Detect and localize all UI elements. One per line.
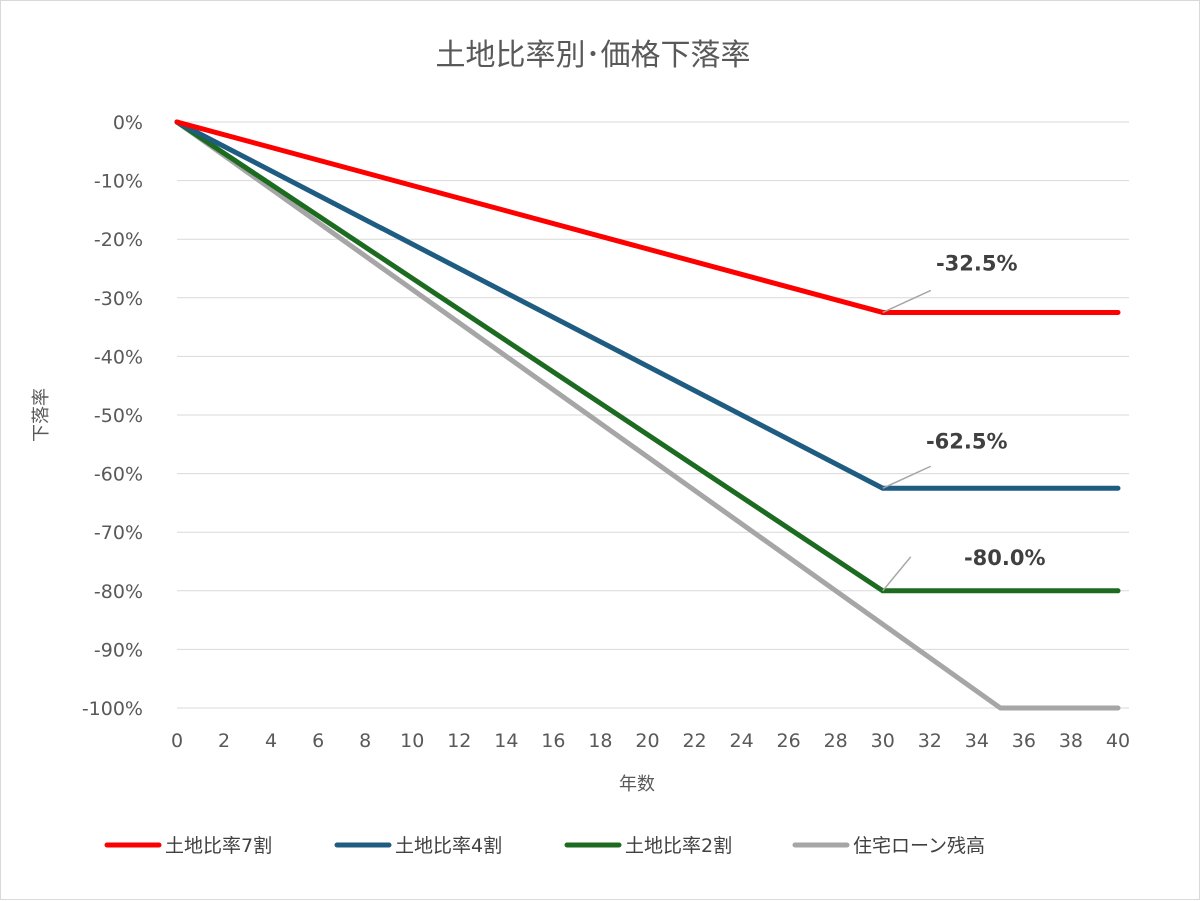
x-tick-label: 26 [777, 730, 801, 752]
x-tick-label: 2 [218, 730, 230, 752]
legend-entry: 土地比率7割 [165, 835, 272, 857]
x-tick-label: 34 [965, 730, 989, 752]
x-tick-label: 18 [588, 730, 612, 752]
x-tick-label: 32 [918, 730, 942, 752]
chart-title: 土地比率別･価格下落率 [436, 38, 751, 73]
legend-entry: 土地比率4割 [395, 835, 502, 857]
x-tick-label: 6 [312, 730, 324, 752]
legend-entry: 土地比率2割 [625, 835, 732, 857]
x-axis-label: 年数 [619, 774, 655, 795]
y-tick-label: -80% [94, 581, 143, 603]
x-tick-label: 8 [359, 730, 371, 752]
y-axis-ticks: 0% -10% -20% -30% -40% -50% -60% -70% -80% -90% -1… [82, 112, 143, 720]
data-label: -62.5% [926, 429, 1008, 453]
x-tick-label: 0 [171, 730, 183, 752]
y-tick-label: -100% [82, 698, 143, 720]
data-labels: -32.5% -62.5% -80.0% [882, 251, 1046, 592]
x-tick-label: 24 [730, 730, 754, 752]
x-tick-label: 16 [541, 730, 565, 752]
x-tick-label: 14 [494, 730, 518, 752]
x-tick-label: 30 [871, 730, 895, 752]
series-line [174, 119, 1121, 711]
x-tick-label: 10 [400, 730, 424, 752]
x-tick-label: 4 [265, 730, 277, 752]
x-axis-ticks: 0 2 4 6 8 10 12 14 16 18 20 22 24 26 28 30 32 34 36 38 40 [171, 730, 1130, 752]
y-tick-label: -70% [94, 522, 143, 544]
x-tick-label: 36 [1012, 730, 1036, 752]
data-label: -32.5% [936, 251, 1018, 275]
data-label-leader [882, 465, 932, 489]
x-tick-label: 20 [635, 730, 659, 752]
x-tick-label: 40 [1106, 730, 1130, 752]
x-tick-label: 22 [682, 730, 706, 752]
data-label-leader [882, 289, 932, 314]
grid-lines [177, 121, 1129, 709]
y-tick-label: -60% [94, 464, 143, 486]
y-tick-label: -50% [94, 405, 143, 427]
x-tick-label: 38 [1059, 730, 1083, 752]
y-tick-label: -90% [94, 639, 143, 661]
y-tick-label: -20% [94, 229, 143, 251]
x-tick-label: 28 [824, 730, 848, 752]
data-label: -80.0% [964, 546, 1046, 570]
y-axis-label: 下落率 [31, 388, 52, 442]
data-label-leader [882, 556, 912, 592]
x-tick-label: 12 [447, 730, 471, 752]
y-tick-label: -40% [94, 346, 143, 368]
y-tick-label: -30% [94, 288, 143, 310]
y-tick-label: 0% [113, 112, 143, 134]
legend: 土地比率7割 土地比率4割 土地比率2割 住宅ローン残高 [104, 835, 985, 857]
legend-entry: 住宅ローン残高 [853, 835, 985, 857]
y-tick-label: -10% [94, 171, 143, 193]
